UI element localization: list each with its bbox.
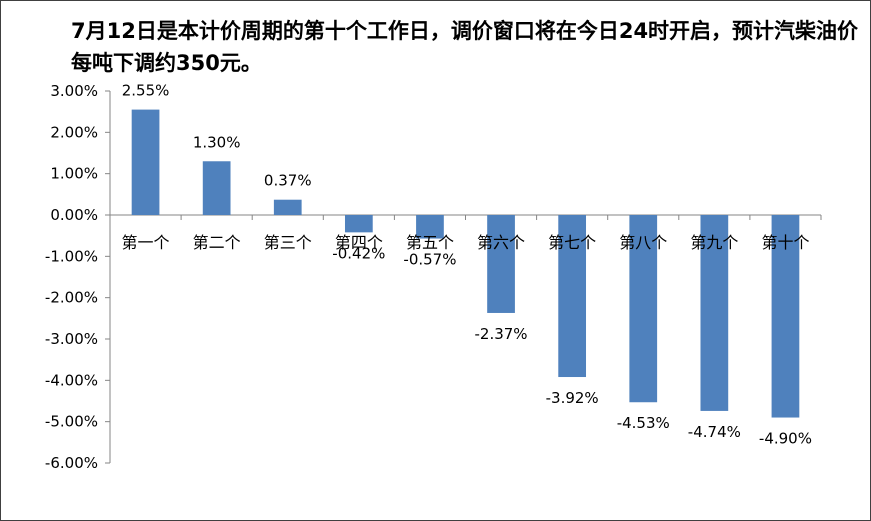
- category-label: 第七个: [548, 233, 596, 252]
- y-tick-label: 1.00%: [50, 165, 98, 183]
- data-label: -4.90%: [759, 430, 812, 448]
- category-label: 第十个: [761, 233, 809, 252]
- data-label: 2.55%: [122, 82, 170, 100]
- data-label: 1.30%: [193, 133, 241, 151]
- bar: [202, 161, 231, 215]
- category-label: 第九个: [690, 233, 738, 252]
- y-tick-label: -5.00%: [45, 413, 98, 431]
- category-label: 第二个: [193, 233, 241, 252]
- y-tick-label: -4.00%: [45, 371, 98, 389]
- bar: [700, 215, 729, 411]
- bars: [131, 109, 800, 418]
- y-tick-label: 2.00%: [50, 123, 98, 141]
- category-label: 第八个: [619, 233, 667, 252]
- y-tick-label: -1.00%: [45, 247, 98, 265]
- data-label: -4.53%: [617, 414, 670, 432]
- bar: [131, 109, 160, 215]
- y-tick-label: -6.00%: [45, 454, 98, 472]
- category-label: 第五个: [406, 233, 454, 252]
- bar: [487, 215, 515, 313]
- chart-title: 7月12日是本计价周期的第十个工作日，调价窗口将在今日24时开启，预计汽柴油价每…: [71, 19, 859, 75]
- bar: [629, 215, 658, 403]
- data-label: -4.74%: [688, 423, 741, 441]
- data-label: 0.37%: [264, 172, 312, 190]
- data-label: -0.42%: [332, 244, 385, 262]
- category-labels: 第一个 第二个 第三个 第四个 第五个 第六个 第七个 第八个 第九个 第十个: [122, 233, 810, 252]
- bar: [771, 215, 800, 418]
- bar: [273, 199, 302, 215]
- y-tick-label: 3.00%: [50, 82, 98, 100]
- category-label: 第四个: [335, 233, 383, 252]
- category-label: 第一个: [122, 233, 170, 252]
- y-tick-label: -3.00%: [45, 330, 98, 348]
- category-label: 第六个: [477, 233, 525, 252]
- category-label: 第三个: [264, 233, 312, 252]
- bar: [558, 215, 587, 378]
- data-label: -3.92%: [546, 389, 599, 407]
- data-label: -0.57%: [403, 251, 456, 269]
- bar: [416, 215, 444, 239]
- bar: [344, 215, 373, 233]
- y-tick-label: -2.00%: [45, 289, 98, 307]
- y-tick-label: 0.00%: [50, 206, 98, 224]
- y-axis-ticks: 3.00% 2.00% 1.00% 0.00% -1.00% -2.00% -3.00% -4…: [45, 82, 822, 472]
- data-labels: 2.55%1.30%0.37%-0.42% -0.57%-2.37%-3.92%-…: [122, 82, 812, 448]
- data-label: -2.37%: [475, 325, 528, 343]
